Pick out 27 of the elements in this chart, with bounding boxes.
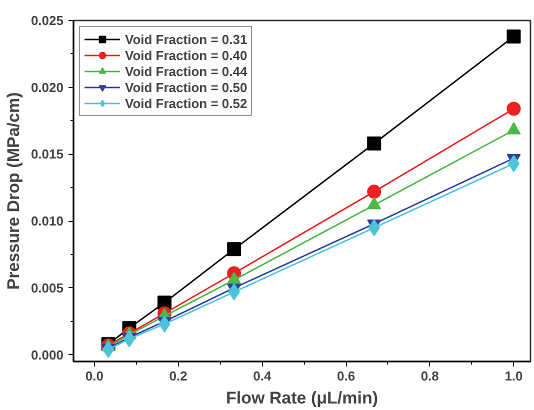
x-tick-label: 0.0 xyxy=(85,368,104,384)
legend-label: Void Fraction = 0.40 xyxy=(125,47,248,63)
legend-label: Void Fraction = 0.52 xyxy=(125,95,248,111)
point xyxy=(102,340,114,358)
point xyxy=(227,242,242,256)
legend-label: Void Fraction = 0.44 xyxy=(125,63,248,79)
point xyxy=(506,102,521,116)
y-axis-title: Pressure Drop (MPa/cm) xyxy=(4,92,23,290)
point xyxy=(367,136,382,151)
y-tick-label: 0.025 xyxy=(30,13,64,28)
x-tick-label: 0.2 xyxy=(169,368,188,384)
point xyxy=(123,330,136,348)
point xyxy=(506,30,521,44)
y-tick-label: 0.010 xyxy=(30,214,64,229)
x-tick-label: 1.0 xyxy=(504,368,523,384)
y-tick-label: 0.015 xyxy=(30,146,64,162)
x-tick-label: 0.8 xyxy=(420,368,439,384)
legend-label: Void Fraction = 0.50 xyxy=(125,79,248,95)
y-tick-label: 0.020 xyxy=(30,80,64,95)
y-tick-label: 0.000 xyxy=(30,347,64,362)
x-tick-label: 0.4 xyxy=(253,368,272,384)
y-tick-label: 0.005 xyxy=(30,280,64,296)
x-tick-label: 0.6 xyxy=(336,368,356,384)
point xyxy=(367,184,382,199)
legend-label: Void Fraction = 0.31 xyxy=(125,31,248,47)
point xyxy=(508,155,520,172)
x-axis-title: Flow Rate (μL/min) xyxy=(226,388,378,408)
